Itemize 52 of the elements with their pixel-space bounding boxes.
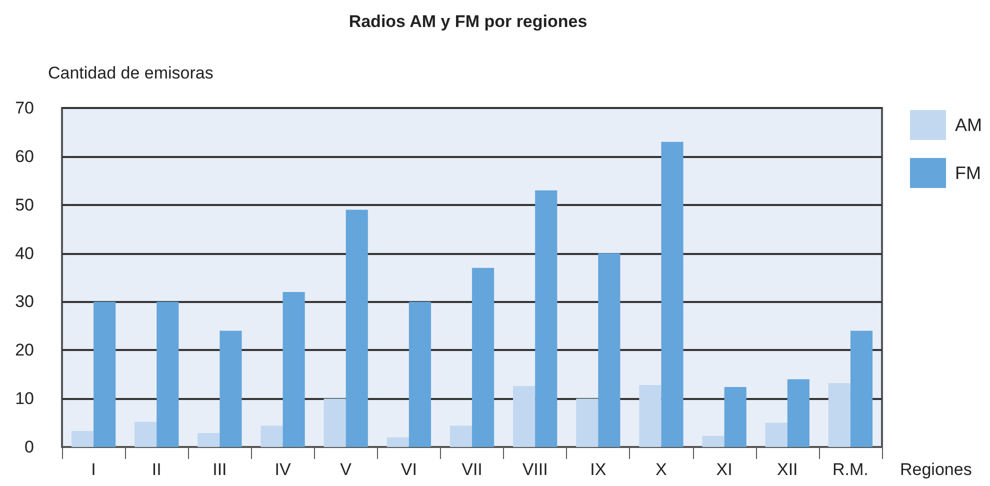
bar [535, 190, 558, 447]
y-tick-label: 30 [15, 292, 34, 312]
y-tick-label: 40 [15, 244, 34, 263]
bar [282, 292, 305, 447]
y-tick-label: 10 [15, 389, 34, 408]
y-tick-label: 70 [15, 98, 34, 118]
y-tick-label: 60 [15, 146, 34, 166]
bar [661, 142, 684, 447]
x-tick-label: VIII [522, 460, 548, 479]
x-tick-label: III [212, 460, 227, 479]
bar [513, 386, 536, 447]
x-tick-label: XII [776, 460, 798, 479]
bar [156, 302, 179, 447]
bar [850, 330, 873, 447]
bar [598, 253, 620, 447]
bar [198, 432, 220, 447]
bar [71, 431, 94, 447]
y-tick-label: 20 [15, 340, 34, 360]
bar [828, 383, 850, 447]
bar [724, 386, 746, 447]
x-tick-label: R.M. [832, 460, 868, 479]
y-axis-title: Cantidad de emisoras [48, 64, 214, 82]
x-tick-label: XI [716, 460, 732, 479]
bar [386, 437, 409, 447]
bar [702, 436, 724, 447]
chart-title: Radios AM y FM por regiones [348, 12, 588, 31]
bar [639, 385, 662, 447]
x-tick-label: II [152, 460, 162, 479]
bar [324, 398, 346, 447]
y-tick-label: 0 [24, 438, 34, 456]
x-tick-label: IX [590, 460, 606, 479]
x-axis-title: Regiones [900, 460, 972, 479]
x-tick-label: X [656, 460, 667, 479]
x-tick-label: IV [274, 460, 292, 479]
x-tick-label: VII [462, 460, 482, 479]
y-tick-label: 50 [15, 195, 34, 214]
x-tick-label: I [91, 460, 96, 479]
bar [346, 210, 368, 447]
legend-label: FM [955, 163, 981, 183]
x-tick-label: V [340, 460, 352, 479]
bar [576, 398, 598, 447]
legend-label: AM [955, 115, 982, 135]
bar [134, 422, 157, 447]
bar [220, 330, 242, 447]
x-tick-label: VI [400, 460, 417, 479]
bar [260, 426, 283, 447]
bar [765, 422, 788, 447]
bar [787, 379, 810, 447]
bar [94, 302, 116, 447]
bar [472, 268, 494, 447]
bar [450, 426, 472, 447]
bar [408, 302, 431, 447]
